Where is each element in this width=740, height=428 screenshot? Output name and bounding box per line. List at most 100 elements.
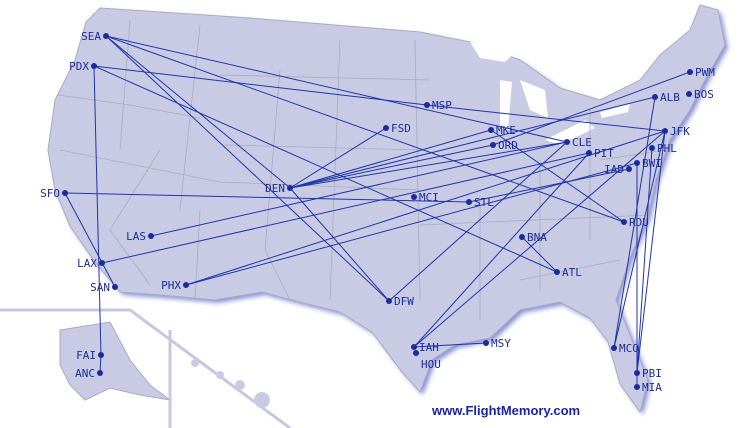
route-iah-msy: [413, 342, 487, 348]
airport-marker[interactable]: [519, 234, 525, 240]
airport-pbi[interactable]: PBI: [634, 367, 662, 380]
airport-ord[interactable]: ORD: [490, 139, 518, 152]
airport-stl[interactable]: STL: [466, 196, 494, 209]
airport-label: LAX: [77, 257, 97, 270]
airport-iad[interactable]: IAD: [604, 163, 632, 176]
airport-marker[interactable]: [383, 125, 389, 131]
airport-label: FAI: [76, 349, 96, 362]
airport-atl[interactable]: ATL: [554, 266, 582, 279]
route-pbi-phl: [636, 147, 653, 374]
route-den-dfw: [289, 187, 390, 302]
airport-marker[interactable]: [62, 190, 68, 196]
airport-marker[interactable]: [490, 142, 496, 148]
airport-marker[interactable]: [687, 69, 693, 75]
airport-marker[interactable]: [91, 63, 97, 69]
airport-san[interactable]: SAN: [90, 281, 118, 294]
airport-pit[interactable]: PIT: [586, 147, 614, 160]
airport-label: MSP: [432, 99, 452, 112]
airport-marker[interactable]: [386, 298, 392, 304]
route-den-cle: [289, 141, 568, 189]
airport-rdu[interactable]: RDU: [621, 216, 649, 229]
airport-label: MCO: [619, 342, 639, 355]
airport-mia[interactable]: MIA: [634, 381, 662, 394]
airport-bos[interactable]: BOS: [686, 88, 714, 101]
airport-label: SAN: [90, 281, 110, 294]
airport-marker[interactable]: [424, 102, 430, 108]
airport-lax[interactable]: LAX: [77, 257, 105, 270]
airport-label: MKE: [496, 124, 516, 137]
airport-msy[interactable]: MSY: [483, 337, 511, 350]
airport-marker[interactable]: [99, 260, 105, 266]
airport-marker[interactable]: [98, 352, 104, 358]
airport-fai[interactable]: FAI: [76, 349, 104, 362]
airport-mco[interactable]: MCO: [611, 342, 639, 355]
route-bna-atl: [521, 236, 558, 273]
airport-phx[interactable]: PHX: [161, 279, 189, 292]
airport-mci[interactable]: MCI: [411, 191, 439, 204]
airport-marker[interactable]: [611, 345, 617, 351]
airport-dfw[interactable]: DFW: [386, 295, 414, 308]
airport-marker[interactable]: [287, 185, 293, 191]
airport-marker[interactable]: [483, 340, 489, 346]
airport-marker[interactable]: [97, 370, 103, 376]
route-pbi-jfk: [636, 130, 666, 374]
airport-marker[interactable]: [411, 194, 417, 200]
airport-label: BOS: [694, 88, 714, 101]
airport-phl[interactable]: PHL: [649, 142, 677, 155]
hawaii-inset: [168, 330, 270, 428]
airport-bwi[interactable]: BWI: [634, 157, 662, 170]
airport-label: FSD: [391, 122, 411, 135]
airport-label: DFW: [394, 295, 414, 308]
route-mco-jfk: [613, 130, 666, 349]
airport-pwm[interactable]: PWM: [687, 66, 715, 79]
airport-marker[interactable]: [564, 139, 570, 145]
airport-marker[interactable]: [649, 145, 655, 151]
airport-marker[interactable]: [554, 269, 560, 275]
airport-fsd[interactable]: FSD: [383, 122, 411, 135]
airport-marker[interactable]: [652, 94, 658, 100]
airport-marker[interactable]: [183, 282, 189, 288]
route-iah-jfk: [413, 130, 666, 348]
airport-marker[interactable]: [148, 233, 154, 239]
airport-las[interactable]: LAS: [126, 230, 154, 243]
airport-hou[interactable]: HOU: [413, 350, 441, 371]
airport-label: SEA: [81, 30, 101, 43]
airport-marker[interactable]: [626, 166, 632, 172]
airport-anc[interactable]: ANC: [75, 367, 103, 380]
airport-marker[interactable]: [413, 350, 419, 356]
airport-marker[interactable]: [112, 284, 118, 290]
airport-marker[interactable]: [634, 160, 640, 166]
airport-marker[interactable]: [686, 91, 692, 97]
airport-jfk[interactable]: JFK: [662, 125, 690, 138]
airport-label: ALB: [660, 91, 680, 104]
airport-den[interactable]: DEN: [265, 182, 293, 195]
airport-marker[interactable]: [103, 33, 109, 39]
airport-marker[interactable]: [466, 199, 472, 205]
airport-marker[interactable]: [411, 344, 417, 350]
airport-iah[interactable]: IAH: [411, 341, 439, 354]
route-den-fsd: [289, 127, 387, 189]
airport-marker[interactable]: [634, 370, 640, 376]
airport-cle[interactable]: CLE: [564, 136, 592, 149]
airport-label: PHX: [161, 279, 181, 292]
airport-label: LAS: [126, 230, 146, 243]
airport-label: MCI: [419, 191, 439, 204]
airport-marker[interactable]: [586, 150, 592, 156]
airport-marker[interactable]: [488, 127, 494, 133]
airport-marker[interactable]: [634, 384, 640, 390]
airport-marker[interactable]: [621, 219, 627, 225]
airport-mke[interactable]: MKE: [488, 124, 516, 137]
route-dfw-cle: [388, 141, 568, 302]
airport-pdx[interactable]: PDX: [69, 60, 97, 73]
airport-label: ORD: [498, 139, 518, 152]
airport-marker[interactable]: [662, 128, 668, 134]
airport-label: CLE: [572, 136, 592, 149]
airport-msp[interactable]: MSP: [424, 99, 452, 112]
airport-sea[interactable]: SEA: [81, 30, 109, 43]
airport-alb[interactable]: ALB: [652, 91, 680, 104]
route-pdx-atl: [93, 65, 558, 273]
airport-bna[interactable]: BNA: [519, 231, 547, 244]
watermark[interactable]: www.FlightMemory.com: [432, 403, 581, 418]
airport-sfo[interactable]: SFO: [40, 187, 68, 200]
